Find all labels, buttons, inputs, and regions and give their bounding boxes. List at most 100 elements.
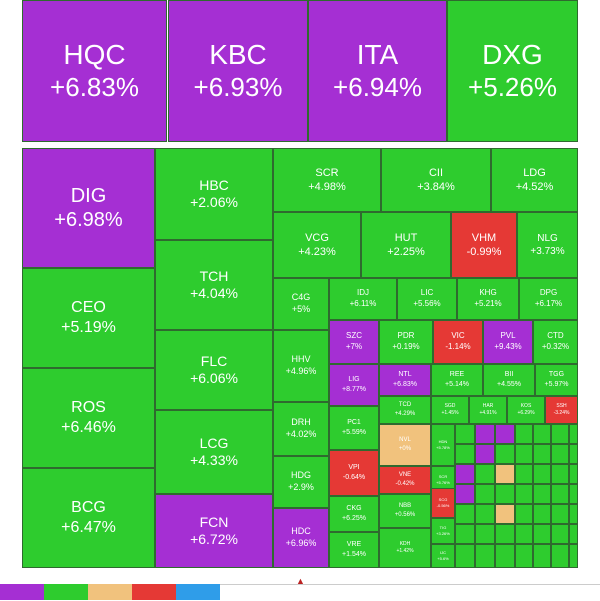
micro-stock-tile[interactable] — [495, 504, 515, 524]
stock-tile-scr[interactable]: SCR +4.98% — [273, 148, 381, 212]
micro-stock-tile[interactable] — [569, 484, 578, 504]
stock-tile-tch[interactable]: TCH +4.04% — [155, 240, 273, 330]
stock-tile-bcg[interactable]: BCG +6.47% — [22, 468, 155, 568]
stock-tile-vic[interactable]: VIC -1.14% — [433, 320, 483, 364]
stock-tile-ceo[interactable]: CEO +5.19% — [22, 268, 155, 368]
micro-stock-tile[interactable] — [569, 524, 578, 544]
stock-tile-vne[interactable]: VNE -0.42% — [379, 466, 431, 494]
micro-stock-tile[interactable] — [455, 524, 475, 544]
stock-tile-dpg[interactable]: DPG +6.17% — [519, 278, 578, 320]
micro-stock-tile[interactable] — [495, 424, 515, 444]
micro-stock-tile[interactable] — [515, 444, 533, 464]
stock-tile-ntl[interactable]: NTL +6.83% — [379, 364, 431, 396]
stock-tile-vcg[interactable]: VCG +4.23% — [273, 212, 361, 278]
stock-tile-hut[interactable]: HUT +2.25% — [361, 212, 451, 278]
stock-tile-kdh[interactable]: KDH +1.42% — [379, 528, 431, 568]
stock-tile-kos[interactable]: KOS +6.29% — [507, 396, 545, 424]
micro-stock-tile[interactable] — [475, 504, 495, 524]
micro-stock-tile[interactable] — [455, 424, 475, 444]
micro-stock-tile[interactable] — [455, 444, 475, 464]
micro-stock-tile[interactable] — [455, 464, 475, 484]
stock-tile-hdn[interactable]: HDN +5.78% — [431, 424, 455, 466]
stock-tile-ijc[interactable]: IJC +5.6% — [431, 544, 455, 568]
micro-stock-tile[interactable] — [455, 504, 475, 524]
micro-stock-tile[interactable] — [533, 544, 551, 568]
micro-stock-tile[interactable] — [495, 544, 515, 568]
stock-tile-c4g[interactable]: C4G +5% — [273, 278, 329, 330]
stock-tile-vhm[interactable]: VHM -0.99% — [451, 212, 517, 278]
stock-tile-ree[interactable]: REE +5.14% — [431, 364, 483, 396]
micro-stock-tile[interactable] — [569, 544, 578, 568]
stock-tile-pvl[interactable]: PVL +9.43% — [483, 320, 533, 364]
micro-stock-tile[interactable] — [569, 504, 578, 524]
micro-stock-tile[interactable] — [475, 484, 495, 504]
stock-tile-ldg[interactable]: LDG +4.52% — [491, 148, 578, 212]
micro-stock-tile[interactable] — [515, 544, 533, 568]
stock-tile-pc1[interactable]: PC1 +5.59% — [329, 406, 379, 450]
stock-tile-ckg[interactable]: CKG +6.25% — [329, 496, 379, 532]
stock-tile-ssh[interactable]: SSH -3.24% — [545, 396, 578, 424]
stock-tile-tig[interactable]: TIG +3.26% — [431, 518, 455, 544]
micro-stock-tile[interactable] — [495, 444, 515, 464]
stock-tile-pdr[interactable]: PDR +0.19% — [379, 320, 433, 364]
micro-stock-tile[interactable] — [475, 444, 495, 464]
micro-stock-tile[interactable] — [475, 544, 495, 568]
stock-tile-lic[interactable]: LIC +5.56% — [397, 278, 457, 320]
stock-tile-hqc[interactable]: HQC +6.83% — [22, 0, 167, 142]
stock-tile-nvl[interactable]: NVL +0% — [379, 424, 431, 466]
stock-tile-lig[interactable]: LIG +8.77% — [329, 364, 379, 406]
micro-stock-tile[interactable] — [533, 484, 551, 504]
stock-tile-drh[interactable]: DRH +4.02% — [273, 402, 329, 456]
stock-tile-khg[interactable]: KHG +5.21% — [457, 278, 519, 320]
micro-stock-tile[interactable] — [495, 464, 515, 484]
stock-tile-nlg[interactable]: NLG +3.73% — [517, 212, 578, 278]
micro-stock-tile[interactable] — [515, 484, 533, 504]
scroll-indicator[interactable]: ▲ — [296, 576, 305, 586]
micro-stock-tile[interactable] — [551, 484, 569, 504]
stock-tile-hhv[interactable]: HHV +4.96% — [273, 330, 329, 402]
stock-tile-ita[interactable]: ITA +6.94% — [308, 0, 447, 142]
stock-tile-dig[interactable]: DIG +6.98% — [22, 148, 155, 268]
stock-tile-idj[interactable]: IDJ +6.11% — [329, 278, 397, 320]
micro-stock-tile[interactable] — [475, 464, 495, 484]
micro-stock-tile[interactable] — [569, 464, 578, 484]
stock-tile-szc[interactable]: SZC +7% — [329, 320, 379, 364]
stock-tile-lcg[interactable]: LCG +4.33% — [155, 410, 273, 494]
micro-stock-tile[interactable] — [551, 424, 569, 444]
stock-tile-sgd[interactable]: SGD +1.45% — [431, 396, 469, 424]
stock-tile-scg[interactable]: SCG -0.56% — [431, 488, 455, 518]
micro-stock-tile[interactable] — [495, 484, 515, 504]
micro-stock-tile[interactable] — [515, 524, 533, 544]
micro-stock-tile[interactable] — [533, 444, 551, 464]
micro-stock-tile[interactable] — [533, 504, 551, 524]
micro-stock-tile[interactable] — [551, 524, 569, 544]
stock-tile-hbc[interactable]: HBC +2.06% — [155, 148, 273, 240]
micro-stock-tile[interactable] — [533, 464, 551, 484]
micro-stock-tile[interactable] — [569, 444, 578, 464]
micro-stock-tile[interactable] — [475, 424, 495, 444]
stock-tile-ros[interactable]: ROS +6.46% — [22, 368, 155, 468]
micro-stock-tile[interactable] — [551, 464, 569, 484]
stock-tile-ctd[interactable]: CTD +0.32% — [533, 320, 578, 364]
stock-tile-cii[interactable]: CII +3.84% — [381, 148, 491, 212]
stock-tile-vre[interactable]: VRE +1.54% — [329, 532, 379, 568]
stock-tile-vpi[interactable]: VPI -0.64% — [329, 450, 379, 496]
micro-stock-tile[interactable] — [455, 484, 475, 504]
stock-tile-hdc[interactable]: HDC +6.96% — [273, 508, 329, 568]
micro-stock-tile[interactable] — [515, 504, 533, 524]
micro-stock-tile[interactable] — [551, 444, 569, 464]
stock-tile-flc[interactable]: FLC +6.06% — [155, 330, 273, 410]
micro-stock-tile[interactable] — [533, 524, 551, 544]
micro-stock-tile[interactable] — [551, 544, 569, 568]
stock-tile-bii[interactable]: BII +4.55% — [483, 364, 535, 396]
micro-stock-tile[interactable] — [475, 524, 495, 544]
stock-tile-hdg[interactable]: HDG +2.9% — [273, 456, 329, 508]
micro-stock-tile[interactable] — [495, 524, 515, 544]
stock-tile-fcn[interactable]: FCN +6.72% — [155, 494, 273, 568]
micro-stock-tile[interactable] — [533, 424, 551, 444]
stock-tile-har[interactable]: HAR +4.91% — [469, 396, 507, 424]
micro-stock-tile[interactable] — [569, 424, 578, 444]
stock-tile-tgg[interactable]: TGG +5.97% — [535, 364, 578, 396]
micro-stock-tile[interactable] — [551, 504, 569, 524]
stock-tile-kbc[interactable]: KBC +6.93% — [168, 0, 308, 142]
